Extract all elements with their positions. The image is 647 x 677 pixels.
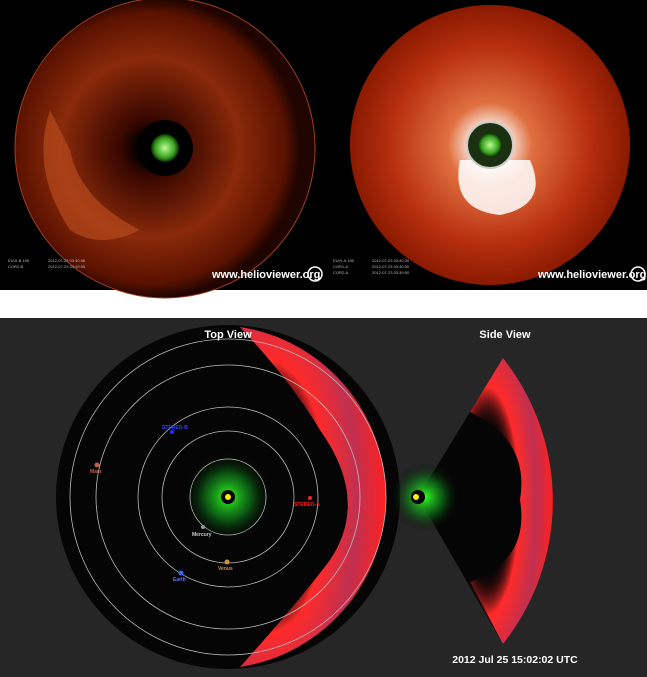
cme-front — [240, 327, 386, 667]
info: EUVI-A 195 — [333, 258, 355, 263]
body — [201, 525, 205, 529]
sun-disk — [478, 133, 502, 157]
body-label: STEREO-B — [162, 425, 188, 431]
cme-cloud — [458, 160, 536, 215]
body — [94, 462, 100, 468]
body-label: Mercury — [192, 532, 212, 538]
timestamp: 2012 Jul 25 15:02:02 UTC — [452, 654, 578, 666]
body — [308, 496, 312, 500]
body-label: STEREO-A — [294, 502, 320, 508]
body — [178, 570, 184, 576]
watermark: www.helioviewer.org — [537, 269, 646, 281]
info: COR2-A — [333, 270, 348, 275]
logo — [307, 266, 323, 282]
body — [170, 430, 174, 434]
info: COR2-B — [8, 264, 23, 269]
info: EUVI-B 195 — [8, 258, 30, 263]
panel-title: Top View — [204, 329, 252, 341]
info: 2012-07-23 03:39:00 — [372, 270, 410, 275]
cme-front — [470, 358, 553, 644]
info: 2012-07-23 03:39:05 — [48, 264, 86, 269]
sun — [225, 494, 231, 500]
info: COR1-A — [333, 264, 348, 269]
watermark: www.helioviewer.org — [211, 269, 320, 281]
sun — [413, 494, 419, 500]
info: 2012-07-23 03:40:00 — [372, 264, 410, 269]
body — [224, 559, 230, 565]
body-label: Earth — [173, 577, 186, 583]
sun-disk — [151, 134, 179, 162]
body-label: Venus — [218, 566, 233, 572]
cme-cloud — [43, 110, 141, 240]
logo — [630, 266, 646, 282]
info: 2012-07-23 03:40:58 — [48, 258, 86, 263]
panel-title: Side View — [479, 329, 531, 341]
body-label: Mars — [90, 469, 102, 475]
info: 2012-07-23 03:40:30 — [372, 258, 410, 263]
